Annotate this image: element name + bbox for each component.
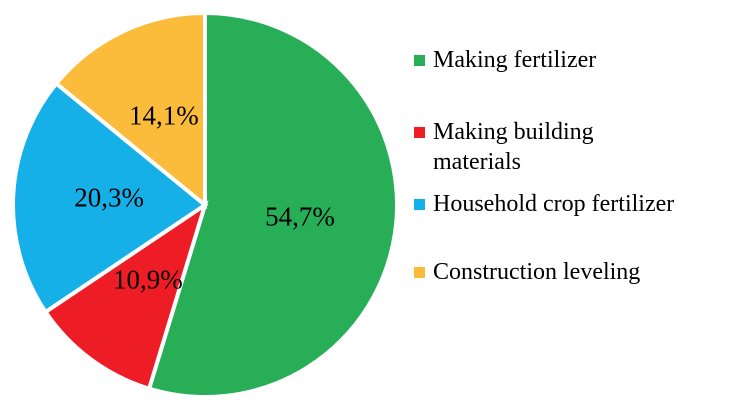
pie-slice: [42, 200, 209, 392]
legend-item: Making fertilizer: [414, 45, 596, 75]
pie-slice: [11, 80, 209, 315]
legend-swatch: [414, 55, 425, 66]
pie-chart: 54,7% 10,9% 20,3% 14,1%: [11, 10, 399, 399]
pie-slice: [146, 10, 399, 399]
legend-swatch: [414, 127, 425, 138]
legend-swatch: [414, 267, 425, 278]
slice-label: 14,1%: [129, 100, 199, 130]
slice-label: 54,7%: [265, 201, 335, 231]
legend-item: Construction leveling: [414, 257, 640, 287]
legend-item: Making building materials: [414, 117, 633, 177]
legend: Making fertilizer Making building materia…: [414, 0, 732, 410]
slice-label: 10,9%: [113, 264, 183, 294]
legend-label: Making fertilizer: [433, 47, 597, 73]
legend-swatch: [414, 199, 425, 210]
legend-label: Making building materials: [433, 119, 594, 175]
slice-label: 20,3%: [74, 183, 144, 213]
pie-slice: [53, 10, 207, 210]
legend-label: Household crop fertilizer: [433, 191, 675, 217]
legend-item: Household crop fertilizer: [414, 189, 674, 219]
legend-label: Construction leveling: [433, 259, 641, 285]
